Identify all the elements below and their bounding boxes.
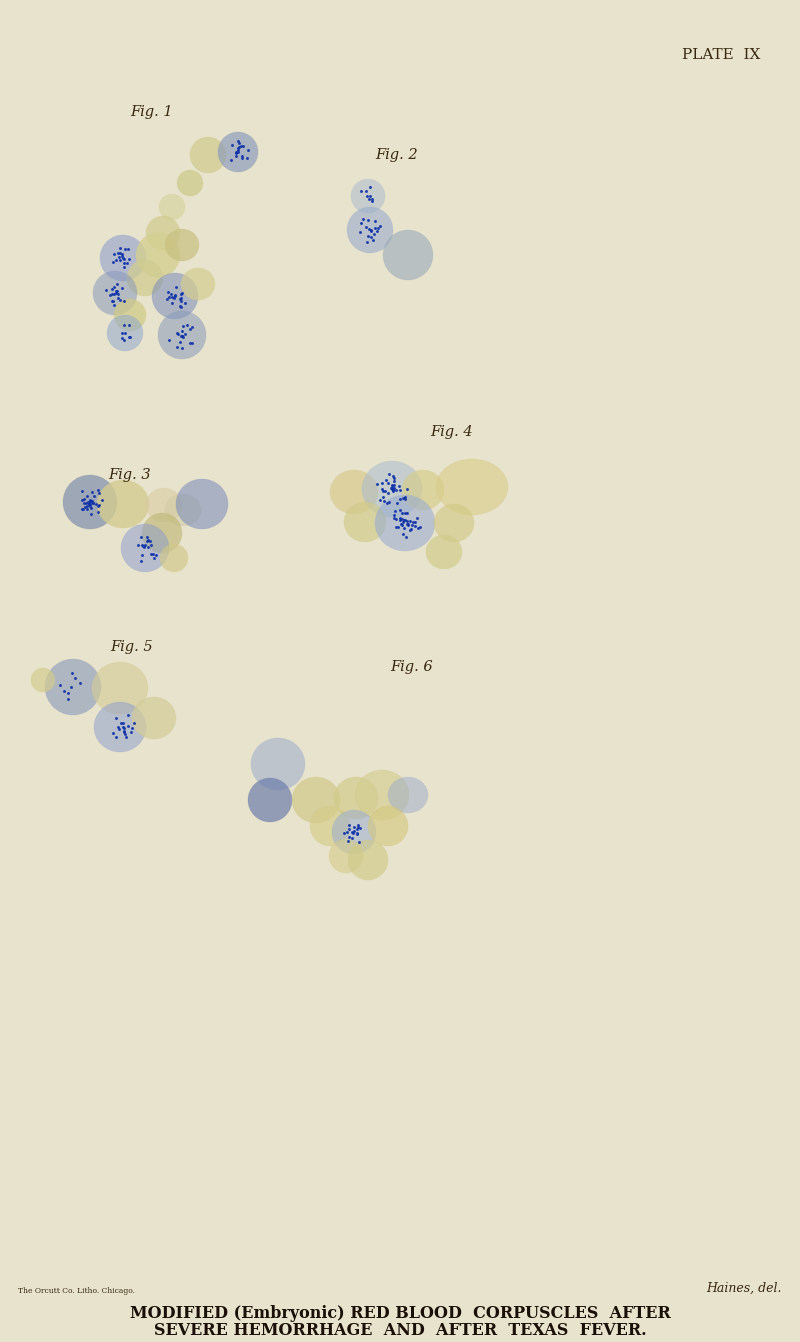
Ellipse shape — [368, 807, 408, 845]
Text: PLATE  IX: PLATE IX — [682, 48, 760, 62]
Ellipse shape — [344, 502, 386, 542]
Ellipse shape — [100, 235, 146, 280]
Ellipse shape — [355, 770, 409, 820]
Ellipse shape — [388, 777, 428, 813]
Ellipse shape — [132, 696, 176, 739]
Ellipse shape — [348, 840, 388, 880]
Ellipse shape — [190, 137, 226, 173]
Ellipse shape — [177, 170, 203, 196]
Text: MODIFIED (Embryonic) RED BLOOD  CORPUSCLES  AFTER: MODIFIED (Embryonic) RED BLOOD CORPUSCLE… — [130, 1304, 670, 1322]
Ellipse shape — [402, 470, 444, 510]
Ellipse shape — [165, 229, 199, 260]
Ellipse shape — [93, 271, 137, 315]
Ellipse shape — [351, 178, 385, 213]
Ellipse shape — [114, 299, 146, 331]
Ellipse shape — [127, 260, 163, 297]
Ellipse shape — [160, 544, 188, 572]
Ellipse shape — [63, 475, 117, 529]
Ellipse shape — [176, 479, 228, 529]
Ellipse shape — [92, 662, 148, 714]
Text: Fig. 4: Fig. 4 — [430, 425, 473, 439]
Ellipse shape — [362, 462, 422, 517]
Ellipse shape — [146, 488, 182, 522]
Ellipse shape — [165, 494, 201, 526]
Ellipse shape — [142, 513, 182, 553]
Ellipse shape — [94, 702, 146, 752]
Text: Fig. 1: Fig. 1 — [130, 105, 173, 119]
Ellipse shape — [310, 807, 350, 845]
Ellipse shape — [181, 268, 215, 301]
Ellipse shape — [251, 738, 305, 790]
Ellipse shape — [375, 495, 435, 552]
Text: Fig. 5: Fig. 5 — [110, 640, 153, 654]
Ellipse shape — [248, 778, 292, 823]
Ellipse shape — [107, 315, 143, 352]
Ellipse shape — [159, 195, 185, 220]
Ellipse shape — [146, 216, 180, 250]
Ellipse shape — [383, 229, 433, 280]
Text: SEVERE HEMORRHAGE  AND  AFTER  TEXAS  FEVER.: SEVERE HEMORRHAGE AND AFTER TEXAS FEVER. — [154, 1322, 646, 1339]
Text: The Orcutt Co. Litho. Chicago.: The Orcutt Co. Litho. Chicago. — [18, 1287, 135, 1295]
Ellipse shape — [332, 811, 376, 854]
Ellipse shape — [31, 668, 55, 692]
Ellipse shape — [152, 272, 198, 319]
Ellipse shape — [436, 459, 508, 515]
Ellipse shape — [329, 839, 363, 874]
Ellipse shape — [292, 777, 340, 823]
Text: Fig. 6: Fig. 6 — [390, 660, 433, 674]
Ellipse shape — [218, 132, 258, 172]
Text: Fig. 2: Fig. 2 — [375, 148, 418, 162]
Ellipse shape — [330, 470, 378, 514]
Text: Haines, del.: Haines, del. — [706, 1282, 782, 1295]
Ellipse shape — [97, 480, 149, 527]
Ellipse shape — [45, 659, 101, 715]
Text: Fig. 3: Fig. 3 — [108, 468, 150, 482]
Ellipse shape — [136, 234, 180, 276]
Ellipse shape — [334, 777, 378, 819]
Ellipse shape — [434, 505, 474, 542]
Ellipse shape — [347, 207, 393, 254]
Ellipse shape — [158, 311, 206, 360]
Ellipse shape — [121, 523, 169, 572]
Ellipse shape — [426, 535, 462, 569]
